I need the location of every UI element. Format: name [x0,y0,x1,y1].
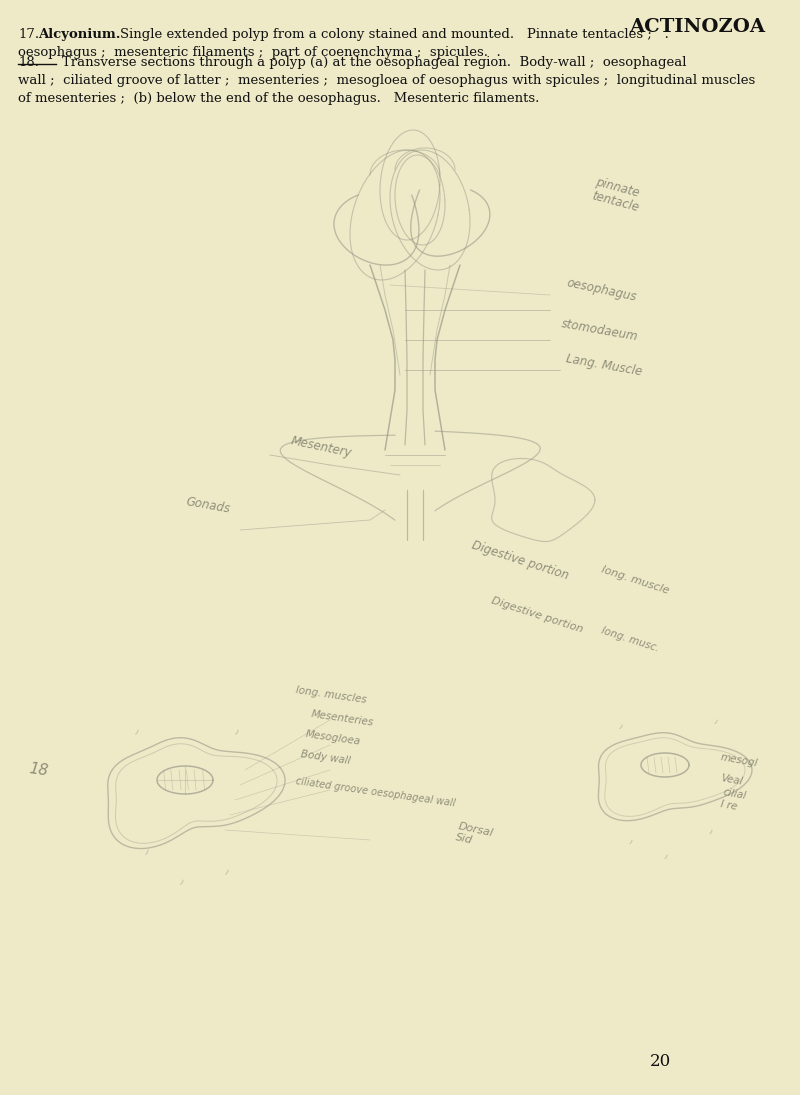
Text: Gonads: Gonads [185,495,231,516]
Text: 18.: 18. [18,56,39,69]
Text: wall ;  ciliated groove of latter ;  mesenteries ;  mesogloea of oesophagus with: wall ; ciliated groove of latter ; mesen… [18,74,755,87]
Text: Alcyonium.: Alcyonium. [38,28,121,41]
Text: pinnate
tentacle: pinnate tentacle [590,175,644,215]
Text: Body wall: Body wall [300,750,351,766]
Text: Single extended polyp from a colony stained and mounted.   Pinnate tentacles ;  : Single extended polyp from a colony stai… [120,28,669,41]
Text: 20: 20 [650,1053,670,1070]
Text: 18: 18 [28,761,50,779]
Text: ciliated groove oesophageal wall: ciliated groove oesophageal wall [295,776,456,808]
Text: Dorsal
Sid: Dorsal Sid [455,821,494,850]
Text: Digestive portion: Digestive portion [490,596,584,634]
Text: Digestive portion: Digestive portion [470,538,570,581]
Text: Mesogloea: Mesogloea [305,729,362,747]
Text: Lang. Muscle: Lang. Muscle [565,351,643,378]
Text: oesophagus ;  mesenteric filaments ;  part of coenenchyma ;  spicules.  .: oesophagus ; mesenteric filaments ; part… [18,46,501,59]
Text: long. muscle: long. muscle [600,564,670,596]
Text: 17.: 17. [18,28,39,41]
Text: Mesenteries: Mesenteries [310,708,374,727]
Text: Veal: Veal [720,773,743,787]
Text: of mesenteries ;  (b) below the end of the oesophagus.   Mesenteric filaments.: of mesenteries ; (b) below the end of th… [18,92,539,105]
Text: ACTINOZOA: ACTINOZOA [629,18,765,36]
Text: stomodaeum: stomodaeum [560,316,639,343]
Text: long. muscles: long. muscles [295,685,367,705]
Text: long. musc.: long. musc. [600,626,660,654]
Text: oesophagus: oesophagus [565,276,638,303]
Text: mesogl: mesogl [720,752,759,769]
Text: Mesentery: Mesentery [290,435,354,460]
Text: Transverse sections through a polyp (a) at the oesophageal region.  Body-wall ; : Transverse sections through a polyp (a) … [62,56,686,69]
Text: cilial
I re: cilial I re [720,787,747,812]
